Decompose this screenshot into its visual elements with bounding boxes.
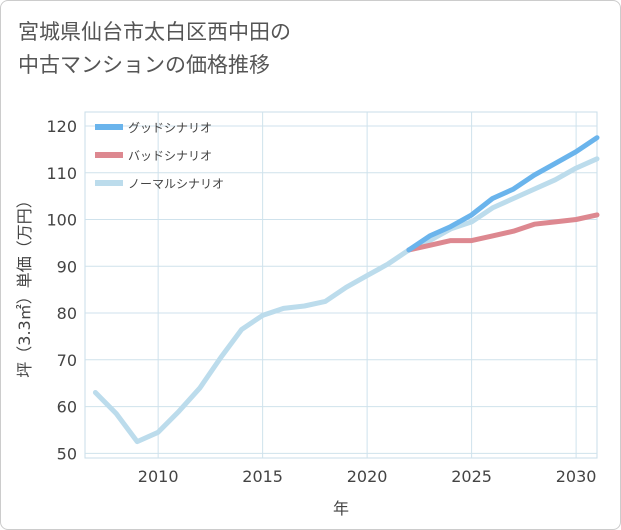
x-tick-label: 2015 <box>242 467 283 486</box>
y-tick-label: 80 <box>57 304 77 323</box>
series-line-2 <box>406 212 600 253</box>
y-tick-label: 50 <box>57 444 77 463</box>
series-lines <box>92 135 600 445</box>
y-tick-label: 120 <box>46 117 77 136</box>
plot-border <box>84 111 598 459</box>
legend-item: ノーマルシナリオ <box>95 177 224 191</box>
legend-label: バッドシナリオ <box>128 149 212 163</box>
y-tick-label: 70 <box>57 351 77 370</box>
series-line-1 <box>406 135 600 253</box>
legend-item: バッドシナリオ <box>95 149 212 163</box>
chart-title: 宮城県仙台市太白区西中田の 中古マンションの価格推移 <box>18 16 291 82</box>
y-tick-label: 110 <box>46 164 77 183</box>
legend-item: グッドシナリオ <box>95 121 212 135</box>
x-tick-label: 2025 <box>451 467 492 486</box>
x-tick-label: 2030 <box>556 467 597 486</box>
y-axis-label: 坪（3.3㎡）単価（万円） <box>15 192 34 377</box>
chart-title-line1: 宮城県仙台市太白区西中田の <box>18 20 291 44</box>
y-tick-label: 90 <box>57 257 77 276</box>
legend-label: ノーマルシナリオ <box>128 177 224 191</box>
chart-title-line2: 中古マンションの価格推移 <box>18 53 270 77</box>
x-axis-label: 年 <box>333 499 349 518</box>
legend-label: グッドシナリオ <box>128 121 212 135</box>
grid <box>84 111 598 459</box>
x-tick-label: 2010 <box>138 467 179 486</box>
y-axis-ticks: 50 60 70 80 90 100 110 120 <box>46 117 77 463</box>
x-axis-ticks: 2010 2015 2020 2025 2030 <box>138 467 597 486</box>
y-tick-label: 100 <box>46 211 77 230</box>
series-line-3 <box>92 156 600 445</box>
y-tick-label: 60 <box>57 398 77 417</box>
x-tick-label: 2020 <box>347 467 388 486</box>
